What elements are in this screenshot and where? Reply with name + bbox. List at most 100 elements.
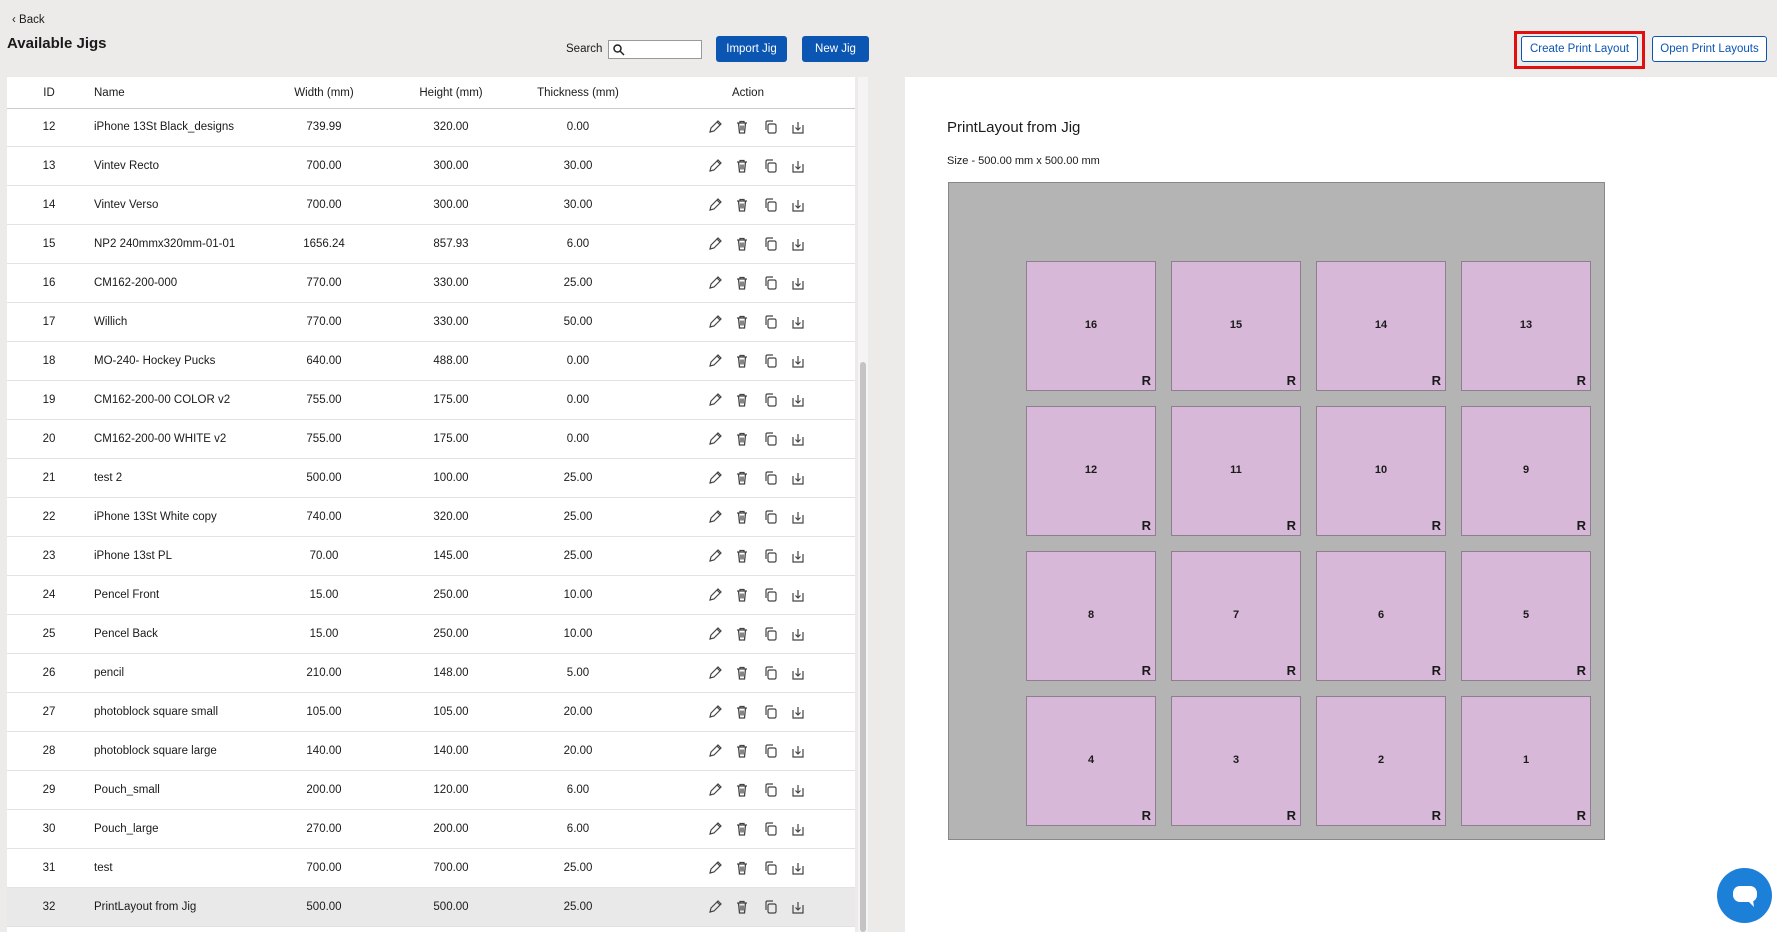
delete-icon[interactable] [734,431,750,447]
copy-icon[interactable] [763,236,779,252]
table-cell: 70.00 [309,550,339,562]
download-icon[interactable] [790,548,806,564]
delete-icon[interactable] [734,782,750,798]
chat-button[interactable] [1717,868,1772,923]
table-cell: 0.00 [566,394,590,406]
delete-icon[interactable] [734,314,750,330]
create-print-layout-button[interactable]: Create Print Layout [1521,36,1638,62]
delete-icon[interactable] [734,158,750,174]
column-header: Name [94,87,125,99]
back-link[interactable]: ‹ Back [12,14,45,26]
edit-icon[interactable] [707,236,723,252]
delete-icon[interactable] [734,353,750,369]
copy-icon[interactable] [763,197,779,213]
delete-icon[interactable] [734,548,750,564]
delete-icon[interactable] [734,899,750,915]
edit-icon[interactable] [707,548,723,564]
download-icon[interactable] [790,431,806,447]
table-row: 17 Willich 770.00 330.00 50.00 [7,303,855,342]
copy-icon[interactable] [763,860,779,876]
edit-icon[interactable] [707,626,723,642]
delete-icon[interactable] [734,821,750,837]
delete-icon[interactable] [734,509,750,525]
edit-icon[interactable] [707,314,723,330]
scrollbar-thumb[interactable] [860,362,866,932]
download-icon[interactable] [790,782,806,798]
edit-icon[interactable] [707,782,723,798]
download-icon[interactable] [790,314,806,330]
table-row: 15 NP2 240mmx320mm-01-01 1656.24 857.93 6.00 [7,225,855,264]
copy-icon[interactable] [763,626,779,642]
delete-icon[interactable] [734,743,750,759]
edit-icon[interactable] [707,275,723,291]
download-icon[interactable] [790,470,806,486]
edit-icon[interactable] [707,353,723,369]
delete-icon[interactable] [734,197,750,213]
edit-icon[interactable] [707,431,723,447]
delete-icon[interactable] [734,704,750,720]
delete-icon[interactable] [734,470,750,486]
download-icon[interactable] [790,821,806,837]
copy-icon[interactable] [763,353,779,369]
download-icon[interactable] [790,587,806,603]
download-icon[interactable] [790,197,806,213]
download-icon[interactable] [790,860,806,876]
download-icon[interactable] [790,236,806,252]
edit-icon[interactable] [707,392,723,408]
download-icon[interactable] [790,743,806,759]
edit-icon[interactable] [707,860,723,876]
copy-icon[interactable] [763,821,779,837]
copy-icon[interactable] [763,665,779,681]
copy-icon[interactable] [763,587,779,603]
edit-icon[interactable] [707,509,723,525]
copy-icon[interactable] [763,470,779,486]
copy-icon[interactable] [763,743,779,759]
edit-icon[interactable] [707,158,723,174]
download-icon[interactable] [790,119,806,135]
back-text[interactable]: Back [19,14,45,26]
delete-icon[interactable] [734,275,750,291]
delete-icon[interactable] [734,236,750,252]
edit-icon[interactable] [707,587,723,603]
copy-icon[interactable] [763,119,779,135]
delete-icon[interactable] [734,665,750,681]
edit-icon[interactable] [707,665,723,681]
edit-icon[interactable] [707,470,723,486]
copy-icon[interactable] [763,431,779,447]
import-jig-button[interactable]: Import Jig [716,36,787,62]
new-jig-button[interactable]: New Jig [802,36,869,62]
delete-icon[interactable] [734,119,750,135]
delete-icon[interactable] [734,587,750,603]
download-icon[interactable] [790,392,806,408]
copy-icon[interactable] [763,314,779,330]
edit-icon[interactable] [707,743,723,759]
copy-icon[interactable] [763,548,779,564]
delete-icon[interactable] [734,392,750,408]
open-print-layouts-button[interactable]: Open Print Layouts [1652,36,1767,62]
delete-icon[interactable] [734,626,750,642]
copy-icon[interactable] [763,275,779,291]
download-icon[interactable] [790,899,806,915]
edit-icon[interactable] [707,899,723,915]
delete-icon-svg [737,627,747,641]
edit-icon[interactable] [707,119,723,135]
table-cell: iPhone 13St Black_designs [94,121,235,133]
copy-icon[interactable] [763,392,779,408]
download-icon[interactable] [790,626,806,642]
copy-icon[interactable] [763,158,779,174]
copy-icon[interactable] [763,509,779,525]
download-icon[interactable] [790,509,806,525]
download-icon[interactable] [790,353,806,369]
copy-icon[interactable] [763,782,779,798]
delete-icon[interactable] [734,860,750,876]
download-icon[interactable] [790,275,806,291]
download-icon[interactable] [790,158,806,174]
download-icon[interactable] [790,704,806,720]
copy-icon[interactable] [763,899,779,915]
search-input[interactable] [608,40,702,59]
edit-icon[interactable] [707,821,723,837]
edit-icon[interactable] [707,197,723,213]
download-icon[interactable] [790,665,806,681]
edit-icon[interactable] [707,704,723,720]
copy-icon[interactable] [763,704,779,720]
